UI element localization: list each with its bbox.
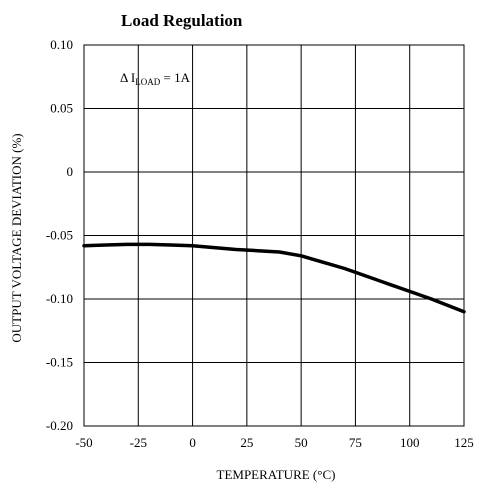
x-tick-label: 75 <box>349 435 362 450</box>
x-tick-label: 25 <box>240 435 253 450</box>
chart-title: Load Regulation <box>121 11 243 30</box>
x-tick-labels: -50 -25 0 25 50 75 100 125 <box>75 435 473 450</box>
series-line <box>82 242 466 314</box>
x-tick-label: 0 <box>189 435 196 450</box>
delta-iload-annotation: Δ ILOAD = 1A <box>120 70 191 87</box>
annotation-text: Δ ILOAD = 1A <box>120 70 191 87</box>
y-tick-label: 0 <box>67 164 74 179</box>
y-tick-label: -0.10 <box>46 291 73 306</box>
y-axis-label: OUTPUT VOLTAGE DEVIATION (%) <box>9 133 24 342</box>
x-tick-label: 125 <box>454 435 474 450</box>
x-tick-label: -25 <box>130 435 147 450</box>
y-tick-label: -0.15 <box>46 355 73 370</box>
grid <box>83 44 465 427</box>
y-tick-label: 0.10 <box>50 37 73 52</box>
x-tick-label: 100 <box>400 435 420 450</box>
y-tick-label: -0.05 <box>46 228 73 243</box>
x-tick-label: 50 <box>295 435 308 450</box>
x-axis-label: TEMPERATURE (°C) <box>217 467 336 482</box>
y-tick-label: 0.05 <box>50 101 73 116</box>
x-tick-label: -50 <box>75 435 92 450</box>
y-tick-label: -0.20 <box>46 418 73 433</box>
plot-frame <box>83 44 465 427</box>
y-tick-labels: 0.10 0.05 0 -0.05 -0.10 -0.15 -0.20 <box>46 37 73 433</box>
